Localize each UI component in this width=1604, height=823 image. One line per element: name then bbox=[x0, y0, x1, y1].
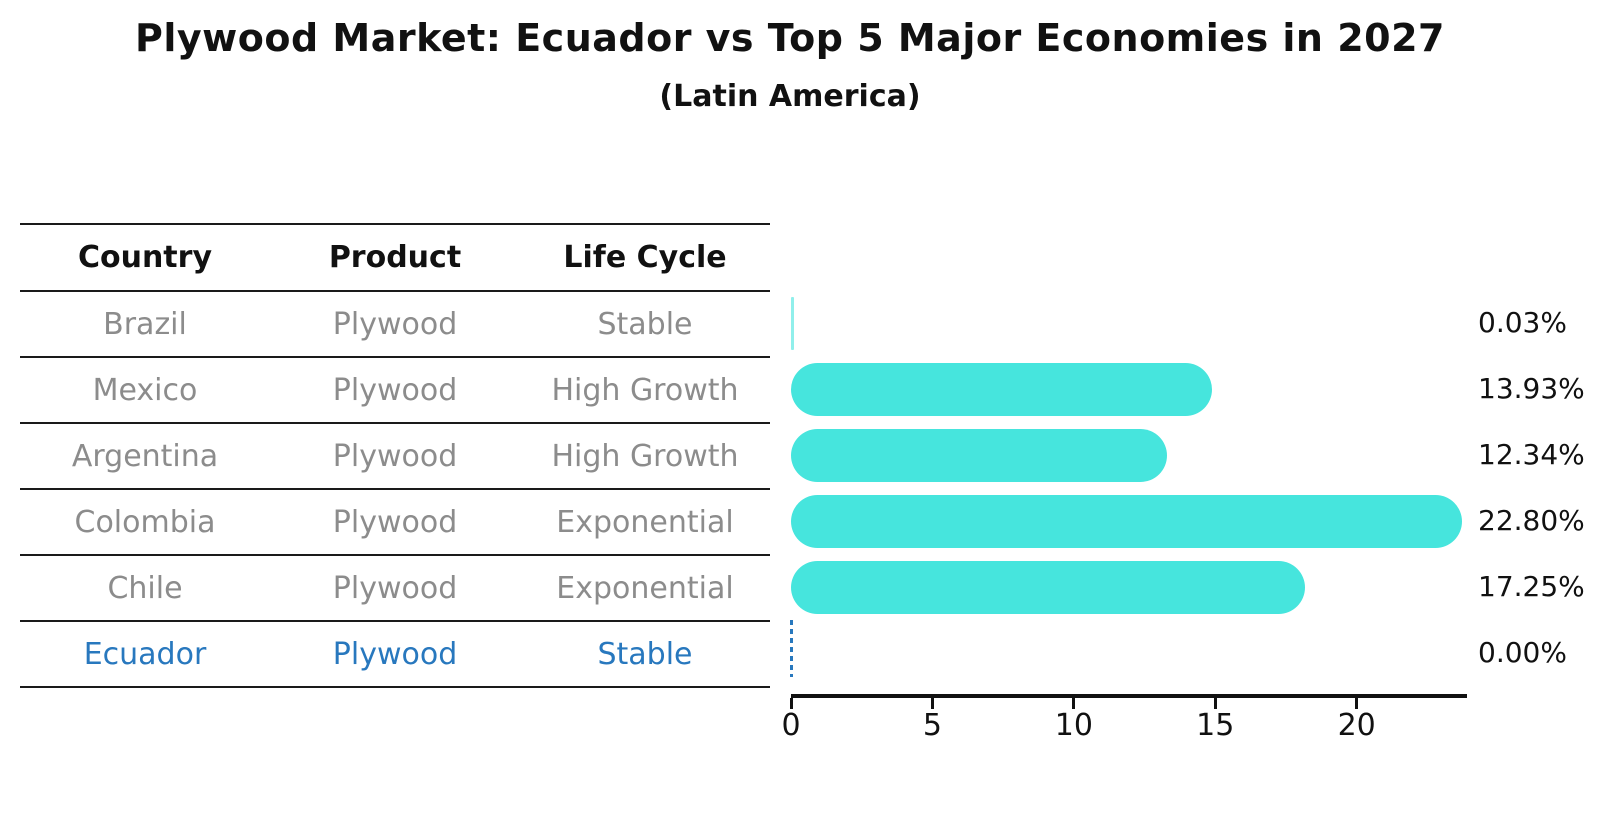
cell-country: Mexico bbox=[92, 372, 198, 408]
country-table: Country Product Life Cycle Brazil Plywood… bbox=[20, 223, 770, 688]
x-axis bbox=[791, 694, 1467, 698]
chart-title: Plywood Market: Ecuador vs Top 5 Major E… bbox=[135, 16, 1445, 60]
table-row: Mexico Plywood High Growth bbox=[20, 358, 770, 424]
x-axis-tick-label: 20 bbox=[1337, 708, 1376, 743]
value-label-chile: 17.25% bbox=[1478, 570, 1585, 603]
value-label-ecuador: 0.00% bbox=[1478, 636, 1567, 669]
header-cell-country: Country bbox=[77, 240, 213, 275]
bar-argentina bbox=[791, 428, 1167, 482]
cell-product: Plywood bbox=[332, 570, 458, 606]
header-cell-product: Product bbox=[328, 240, 462, 275]
x-axis-tick-label: 15 bbox=[1196, 708, 1235, 743]
table-row: Brazil Plywood Stable bbox=[20, 292, 770, 358]
x-axis-tick bbox=[1072, 698, 1076, 709]
cell-life-cycle: Stable bbox=[597, 636, 693, 672]
cell-life-cycle: Exponential bbox=[556, 504, 734, 540]
cell-country: Colombia bbox=[74, 504, 216, 540]
value-label-argentina: 12.34% bbox=[1478, 438, 1585, 471]
x-axis-tick-label: 5 bbox=[922, 708, 942, 743]
table-row: Argentina Plywood High Growth bbox=[20, 424, 770, 490]
header-cell-life-cycle: Life Cycle bbox=[563, 240, 727, 275]
table-row: Ecuador Plywood Stable bbox=[20, 622, 770, 688]
x-axis-tick-label: 0 bbox=[781, 708, 801, 743]
cell-life-cycle: Exponential bbox=[556, 570, 734, 606]
value-label-mexico: 13.93% bbox=[1478, 372, 1585, 405]
table-row: Colombia Plywood Exponential bbox=[20, 490, 770, 556]
cell-product: Plywood bbox=[332, 306, 458, 342]
x-axis-tick bbox=[930, 698, 934, 709]
x-axis-tick bbox=[789, 698, 793, 709]
x-axis-tick bbox=[1213, 698, 1217, 709]
cell-life-cycle: High Growth bbox=[551, 372, 739, 408]
cell-life-cycle: High Growth bbox=[551, 438, 739, 474]
table-body: Brazil Plywood Stable Mexico Plywood High Gro… bbox=[20, 292, 770, 688]
cell-country: Argentina bbox=[71, 438, 219, 474]
cell-life-cycle: Stable bbox=[597, 306, 693, 342]
zero-marker-ecuador bbox=[790, 620, 793, 677]
value-label-brazil: 0.03% bbox=[1478, 306, 1567, 339]
cell-product: Plywood bbox=[332, 438, 458, 474]
cell-country: Ecuador bbox=[83, 636, 207, 672]
table-row: Chile Plywood Exponential bbox=[20, 556, 770, 622]
cell-product: Plywood bbox=[332, 636, 458, 672]
cell-product: Plywood bbox=[332, 372, 458, 408]
cell-country: Brazil bbox=[103, 306, 187, 342]
bar-chile bbox=[791, 560, 1306, 614]
x-axis-tick-label: 10 bbox=[1054, 708, 1093, 743]
cell-country: Chile bbox=[107, 570, 183, 606]
x-axis-tick bbox=[1355, 698, 1359, 709]
value-label-colombia: 22.80% bbox=[1478, 504, 1585, 537]
bar-brazil bbox=[791, 296, 794, 350]
bar-mexico bbox=[791, 362, 1212, 416]
chart-subtitle: (Latin America) bbox=[659, 79, 921, 114]
cell-product: Plywood bbox=[332, 504, 458, 540]
table-header-row: Country Product Life Cycle bbox=[20, 223, 770, 292]
bar-colombia bbox=[791, 494, 1463, 548]
